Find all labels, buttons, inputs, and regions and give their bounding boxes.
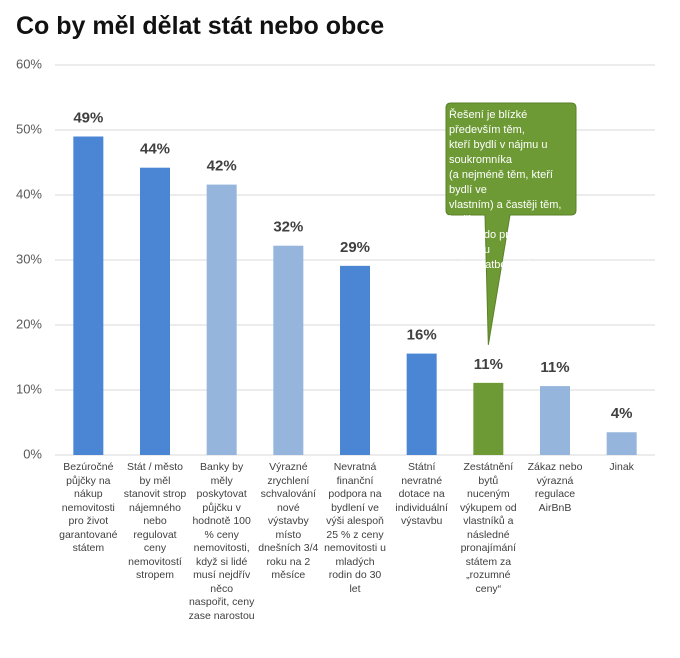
value-label: 16% (407, 327, 437, 344)
y-tick-label: 50% (16, 121, 42, 136)
y-tick-label: 60% (16, 56, 42, 71)
x-tick-label: Banky by měly poskytovat půjčku v hodnot… (188, 461, 255, 622)
x-tick-label: Nevratná finanční podpora na bydlení ve … (324, 461, 386, 595)
x-tick-label: Zestátnění bytů nuceným výkupem od vlast… (460, 461, 517, 595)
x-tick-label: Stát / město by měl stanovit strop nájem… (123, 461, 187, 581)
bar (73, 136, 104, 455)
x-tick-label: Zákaz nebo výrazná regulace AirBnB (527, 461, 583, 514)
y-tick-label: 30% (16, 251, 42, 266)
value-label: 11% (540, 359, 569, 376)
bar (540, 386, 570, 455)
bar (340, 265, 370, 455)
bar (473, 382, 504, 455)
chart-title: Co by měl dělat stát nebo obce (16, 12, 385, 40)
y-tick-label: 40% (16, 186, 42, 201)
y-tick-label: 20% (16, 316, 42, 331)
callout-text: Řešení je blízké především těm, kteří by… (449, 109, 562, 271)
value-label: 42% (207, 158, 237, 175)
bar (406, 353, 437, 455)
value-label: 29% (340, 239, 370, 256)
bar (273, 245, 304, 455)
value-label: 11% (474, 356, 503, 373)
bar (606, 432, 637, 455)
bar (140, 167, 170, 455)
x-tick-label: Výrazné zrychlení schvalování nové výsta… (258, 461, 319, 581)
callout (445, 102, 577, 345)
x-tick-label: Státní nevratné dotace na individuální v… (395, 461, 448, 527)
value-label: 49% (73, 109, 103, 126)
y-tick-label: 0% (23, 446, 42, 461)
y-tick-label: 10% (16, 381, 42, 396)
value-label: 4% (611, 405, 633, 422)
x-tick-label: Jinak (609, 461, 634, 473)
bar (206, 184, 237, 455)
x-tick-label: Bezúročné půjčky na nákup nemovitosti pr… (59, 461, 118, 554)
value-label: 44% (140, 141, 170, 158)
value-label: 32% (273, 219, 303, 236)
